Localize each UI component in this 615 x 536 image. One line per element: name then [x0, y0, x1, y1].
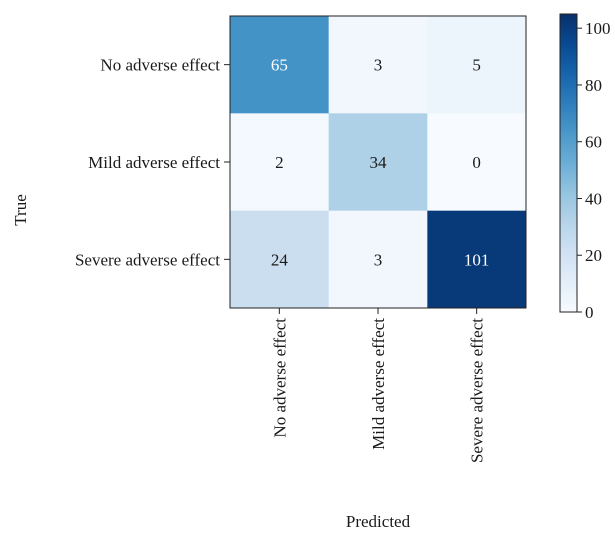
- x-tick-label: Mild adverse effect: [369, 318, 388, 450]
- cell-value-label: 65: [271, 56, 288, 75]
- y-tick-labels: No adverse effect Mild adverse effect Seve…: [75, 56, 220, 270]
- cell-value-label: 101: [464, 250, 490, 269]
- colorbar-tick-label: 20: [585, 246, 602, 265]
- x-tick-labels: No adverse effect Mild adverse effect Seve…: [270, 318, 486, 463]
- cell-value-label: 24: [271, 250, 289, 269]
- heatmap-cell: [427, 210, 527, 309]
- y-axis-label: True: [11, 194, 30, 226]
- y-tick-label: Mild adverse effect: [88, 153, 220, 172]
- heatmap-cell: [328, 16, 428, 114]
- colorbar-tick-label: 100: [585, 19, 611, 38]
- y-tick-label: No adverse effect: [100, 56, 220, 75]
- colorbar-tick-label: 40: [585, 189, 602, 208]
- heatmap-cell: [230, 113, 330, 212]
- x-tick-label: Severe adverse effect: [468, 318, 487, 463]
- colorbar-tick-label: 60: [585, 133, 602, 152]
- cell-value-label: 2: [275, 153, 284, 172]
- heatmap-cells: 65 3 5 2 34 0 24 3 101: [230, 16, 527, 309]
- y-tick-label: Severe adverse effect: [75, 250, 220, 269]
- colorbar: 0 20 40 60 80 100: [559, 13, 611, 322]
- heatmap-cell: [427, 113, 527, 212]
- colorbar-tick-label: 80: [585, 76, 602, 95]
- heatmap-cell: [230, 16, 330, 114]
- cell-value-label: 3: [374, 56, 383, 75]
- cell-value-label: 5: [472, 56, 481, 75]
- axis-ticks: [224, 64, 478, 314]
- cell-value-label: 34: [370, 153, 388, 172]
- heatmap-cell: [328, 113, 428, 212]
- colorbar-tick-label: 0: [585, 303, 594, 322]
- cell-value-label: 3: [374, 250, 383, 269]
- x-tick-label: No adverse effect: [270, 318, 289, 438]
- x-axis-label: Predicted: [346, 512, 411, 531]
- colorbar-gradient: [559, 13, 578, 313]
- heatmap-cell: [230, 210, 330, 309]
- heatmap-cell: [427, 16, 527, 114]
- heatmap-cell: [328, 210, 428, 309]
- cell-value-label: 0: [472, 153, 481, 172]
